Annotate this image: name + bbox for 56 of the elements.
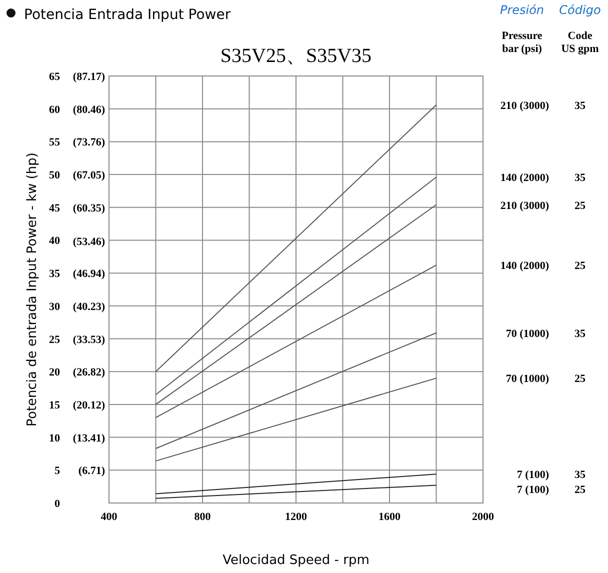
text: Code US gpm: [561, 30, 599, 55]
chart-subtitle: S35V25、S35V35: [220, 45, 372, 67]
y-tick-label: 45: [49, 202, 60, 214]
x-tick-label: 800: [194, 511, 212, 523]
y2-tick-label: (67.05): [72, 170, 106, 182]
y2-tick-label: (26.82): [72, 366, 106, 379]
y-tick-label: 5: [54, 465, 60, 478]
text: 70 (1000): [506, 328, 550, 340]
x-tick-label: 2000: [472, 511, 494, 523]
text: 70 (1000): [506, 373, 550, 386]
y2-tick-label: (6.71): [78, 465, 106, 478]
x-tick-label: 1200: [285, 511, 308, 523]
text: Pressure bar (psi): [502, 30, 542, 55]
y2-tick-label: (60.35): [72, 202, 106, 214]
text: Presión: [500, 3, 544, 17]
text: 35: [574, 328, 586, 340]
y-tick-label: 40: [49, 235, 60, 248]
y-tick-label: 10: [49, 432, 60, 444]
x-tick-label: 400: [100, 511, 118, 523]
y-tick-label: 30: [49, 300, 60, 313]
y-tick-label: 20: [49, 366, 60, 379]
text: 210 (3000): [500, 200, 550, 212]
y2-tick-label: (20.12): [72, 399, 106, 412]
text: 25: [574, 260, 586, 272]
text: 25: [574, 373, 586, 386]
y2-tick-label: (53.46): [72, 236, 106, 248]
y-tick-label: 50: [49, 170, 60, 182]
y-tick-label: 55: [49, 136, 60, 149]
y-tick-label: 35: [49, 268, 60, 280]
y2-tick-label: (80.46): [72, 104, 106, 116]
chart-title: Potencia Entrada Input Power: [24, 7, 231, 23]
text: 210 (3000): [500, 100, 550, 112]
y2-tick-label: (33.53): [72, 334, 106, 346]
y-tick-label: 15: [49, 399, 60, 412]
text: 35: [574, 172, 586, 184]
text: 7 (100): [516, 469, 550, 482]
y2-tick-label: (46.94): [72, 268, 106, 280]
y2-tick-label: (13.41): [72, 432, 106, 444]
text: 25: [574, 484, 586, 496]
y2-tick-label: (73.76): [72, 136, 106, 149]
y-axis-title: Potencia de entrada Input Power - kw (hp): [25, 152, 40, 426]
text: 35: [574, 469, 586, 482]
text: 140 (2000): [500, 260, 550, 272]
text: 25: [574, 200, 586, 212]
text: 140 (2000): [500, 172, 550, 184]
y-tick-label: 25: [49, 334, 60, 346]
x-tick-label: 1600: [378, 511, 401, 523]
text: 35: [574, 100, 586, 112]
y-tick-label: 60: [49, 104, 60, 116]
y2-tick-label: (87.17): [72, 71, 106, 83]
x-axis-title: Velocidad Speed - rpm: [222, 553, 370, 568]
y-tick-label: 65: [49, 71, 60, 83]
y2-tick-label: (40.23): [72, 300, 106, 313]
text: 7 (100): [516, 484, 550, 496]
y-tick-label: 0: [54, 498, 60, 510]
text: Código: [559, 3, 601, 17]
